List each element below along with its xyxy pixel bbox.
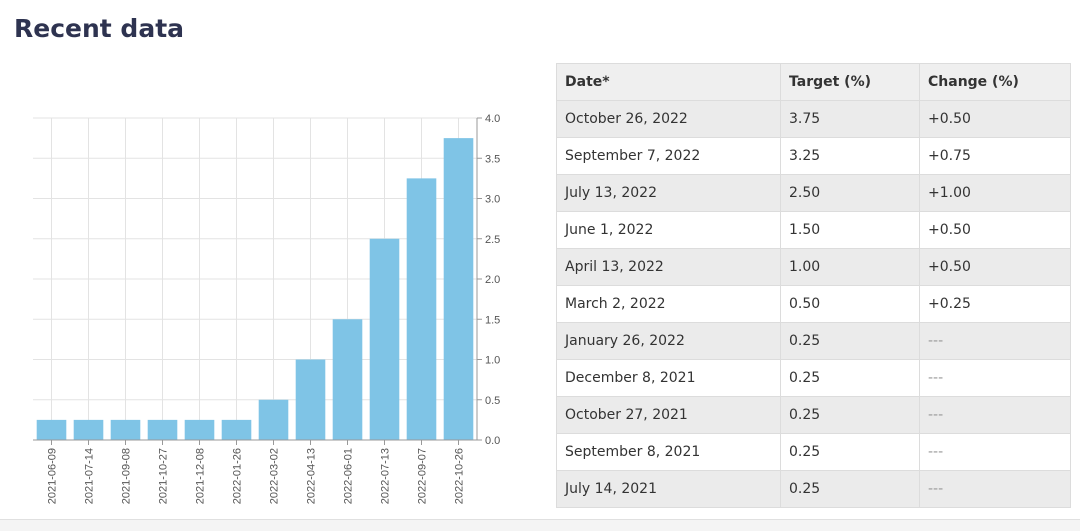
chart: 0.0 0.5 1.0 1.5 2.0 2.5 3.0 3.5 4.0 2021-06-09 202… [33,113,500,504]
bar [221,419,252,440]
table-row: June 1, 2022 1.50 +0.50 [556,211,1071,249]
table-cell: +0.50 [919,100,1071,138]
header-row: Date* Target (%) Change (%) [556,63,1071,101]
y-tick-label: 3.5 [485,153,500,165]
bar [36,419,67,440]
table-cell: +1.00 [919,174,1071,212]
bar [406,178,437,440]
table-row: October 27, 2021 0.25 --- [556,396,1071,434]
table-cell: 0.25 [780,396,920,434]
y-tick-label: 2.0 [485,274,500,286]
table-row: July 13, 2022 2.50 +1.00 [556,174,1071,212]
table-cell: 0.25 [780,359,920,397]
data-table: Date* Target (%) Change (%) October 26, 20… [556,63,1071,508]
x-tick-label: 2021-12-08 [195,448,207,504]
table-cell: July 13, 2022 [556,174,781,212]
x-tick-label: 2022-07-13 [380,448,392,504]
y-tick-label: 1.0 [485,355,500,367]
table-cell: 3.75 [780,100,920,138]
bar [443,138,474,440]
table-cell: April 13, 2022 [556,248,781,286]
page-title: Recent data [14,14,185,43]
x-tick-label: 2022-04-13 [306,448,318,504]
table-cell: +0.25 [919,285,1071,323]
y-tick-label: 4.0 [485,113,500,125]
table-cell: September 7, 2022 [556,137,781,175]
bar [73,419,104,440]
column-header: Target (%) [780,63,920,101]
x-tick-label: 2022-03-02 [269,448,281,504]
bar [147,419,178,440]
x-tick-label: 2021-10-27 [158,448,170,504]
bar [258,399,289,440]
table-row: July 14, 2021 0.25 --- [556,470,1071,508]
table-body: October 26, 2022 3.75 +0.50 September 7, 20… [556,100,1071,508]
table-cell: 1.00 [780,248,920,286]
bar [295,359,326,440]
x-tick-label: 2022-09-07 [417,448,429,504]
table-cell: --- [919,359,1071,397]
y-tick-label: 0.5 [485,395,500,407]
table-cell: --- [919,433,1071,471]
table-cell: March 2, 2022 [556,285,781,323]
table-cell: 1.50 [780,211,920,249]
bar [184,419,215,440]
bar [110,419,141,440]
table-cell: 0.25 [780,433,920,471]
table-cell: --- [919,470,1071,508]
table-cell: June 1, 2022 [556,211,781,249]
table-cell: 2.50 [780,174,920,212]
table-row: March 2, 2022 0.50 +0.25 [556,285,1071,323]
bar [369,238,400,440]
table-row: December 8, 2021 0.25 --- [556,359,1071,397]
table-row: October 26, 2022 3.75 +0.50 [556,100,1071,138]
table-cell: January 26, 2022 [556,322,781,360]
table-cell: 3.25 [780,137,920,175]
table-cell: 0.25 [780,470,920,508]
footer-divider [0,519,1080,531]
y-tick-label: 1.5 [485,314,500,326]
table-cell: +0.75 [919,137,1071,175]
table-cell: --- [919,396,1071,434]
table-cell: 0.25 [780,322,920,360]
x-tick-label: 2022-06-01 [343,448,355,504]
table-row: January 26, 2022 0.25 --- [556,322,1071,360]
table-row: April 13, 2022 1.00 +0.50 [556,248,1071,286]
bar [332,319,363,440]
x-tick-label: 2022-01-26 [232,448,244,504]
table-cell: +0.50 [919,211,1071,249]
column-header: Change (%) [919,63,1071,101]
table-cell: October 26, 2022 [556,100,781,138]
y-tick-label: 2.5 [485,234,500,246]
table-cell: October 27, 2021 [556,396,781,434]
x-tick-label: 2022-10-26 [454,448,466,504]
x-tick-label: 2021-09-08 [121,448,133,504]
table-cell: 0.50 [780,285,920,323]
x-tick-label: 2021-07-14 [84,448,96,504]
table-cell: July 14, 2021 [556,470,781,508]
table-cell: +0.50 [919,248,1071,286]
table-cell: --- [919,322,1071,360]
column-header: Date* [556,63,781,101]
table-cell: September 8, 2021 [556,433,781,471]
x-tick-label: 2021-06-09 [47,448,59,504]
table-row: September 8, 2021 0.25 --- [556,433,1071,471]
table-row: September 7, 2022 3.25 +0.75 [556,137,1071,175]
y-tick-label: 0.0 [485,435,500,447]
y-tick-label: 3.0 [485,194,500,206]
table-cell: December 8, 2021 [556,359,781,397]
